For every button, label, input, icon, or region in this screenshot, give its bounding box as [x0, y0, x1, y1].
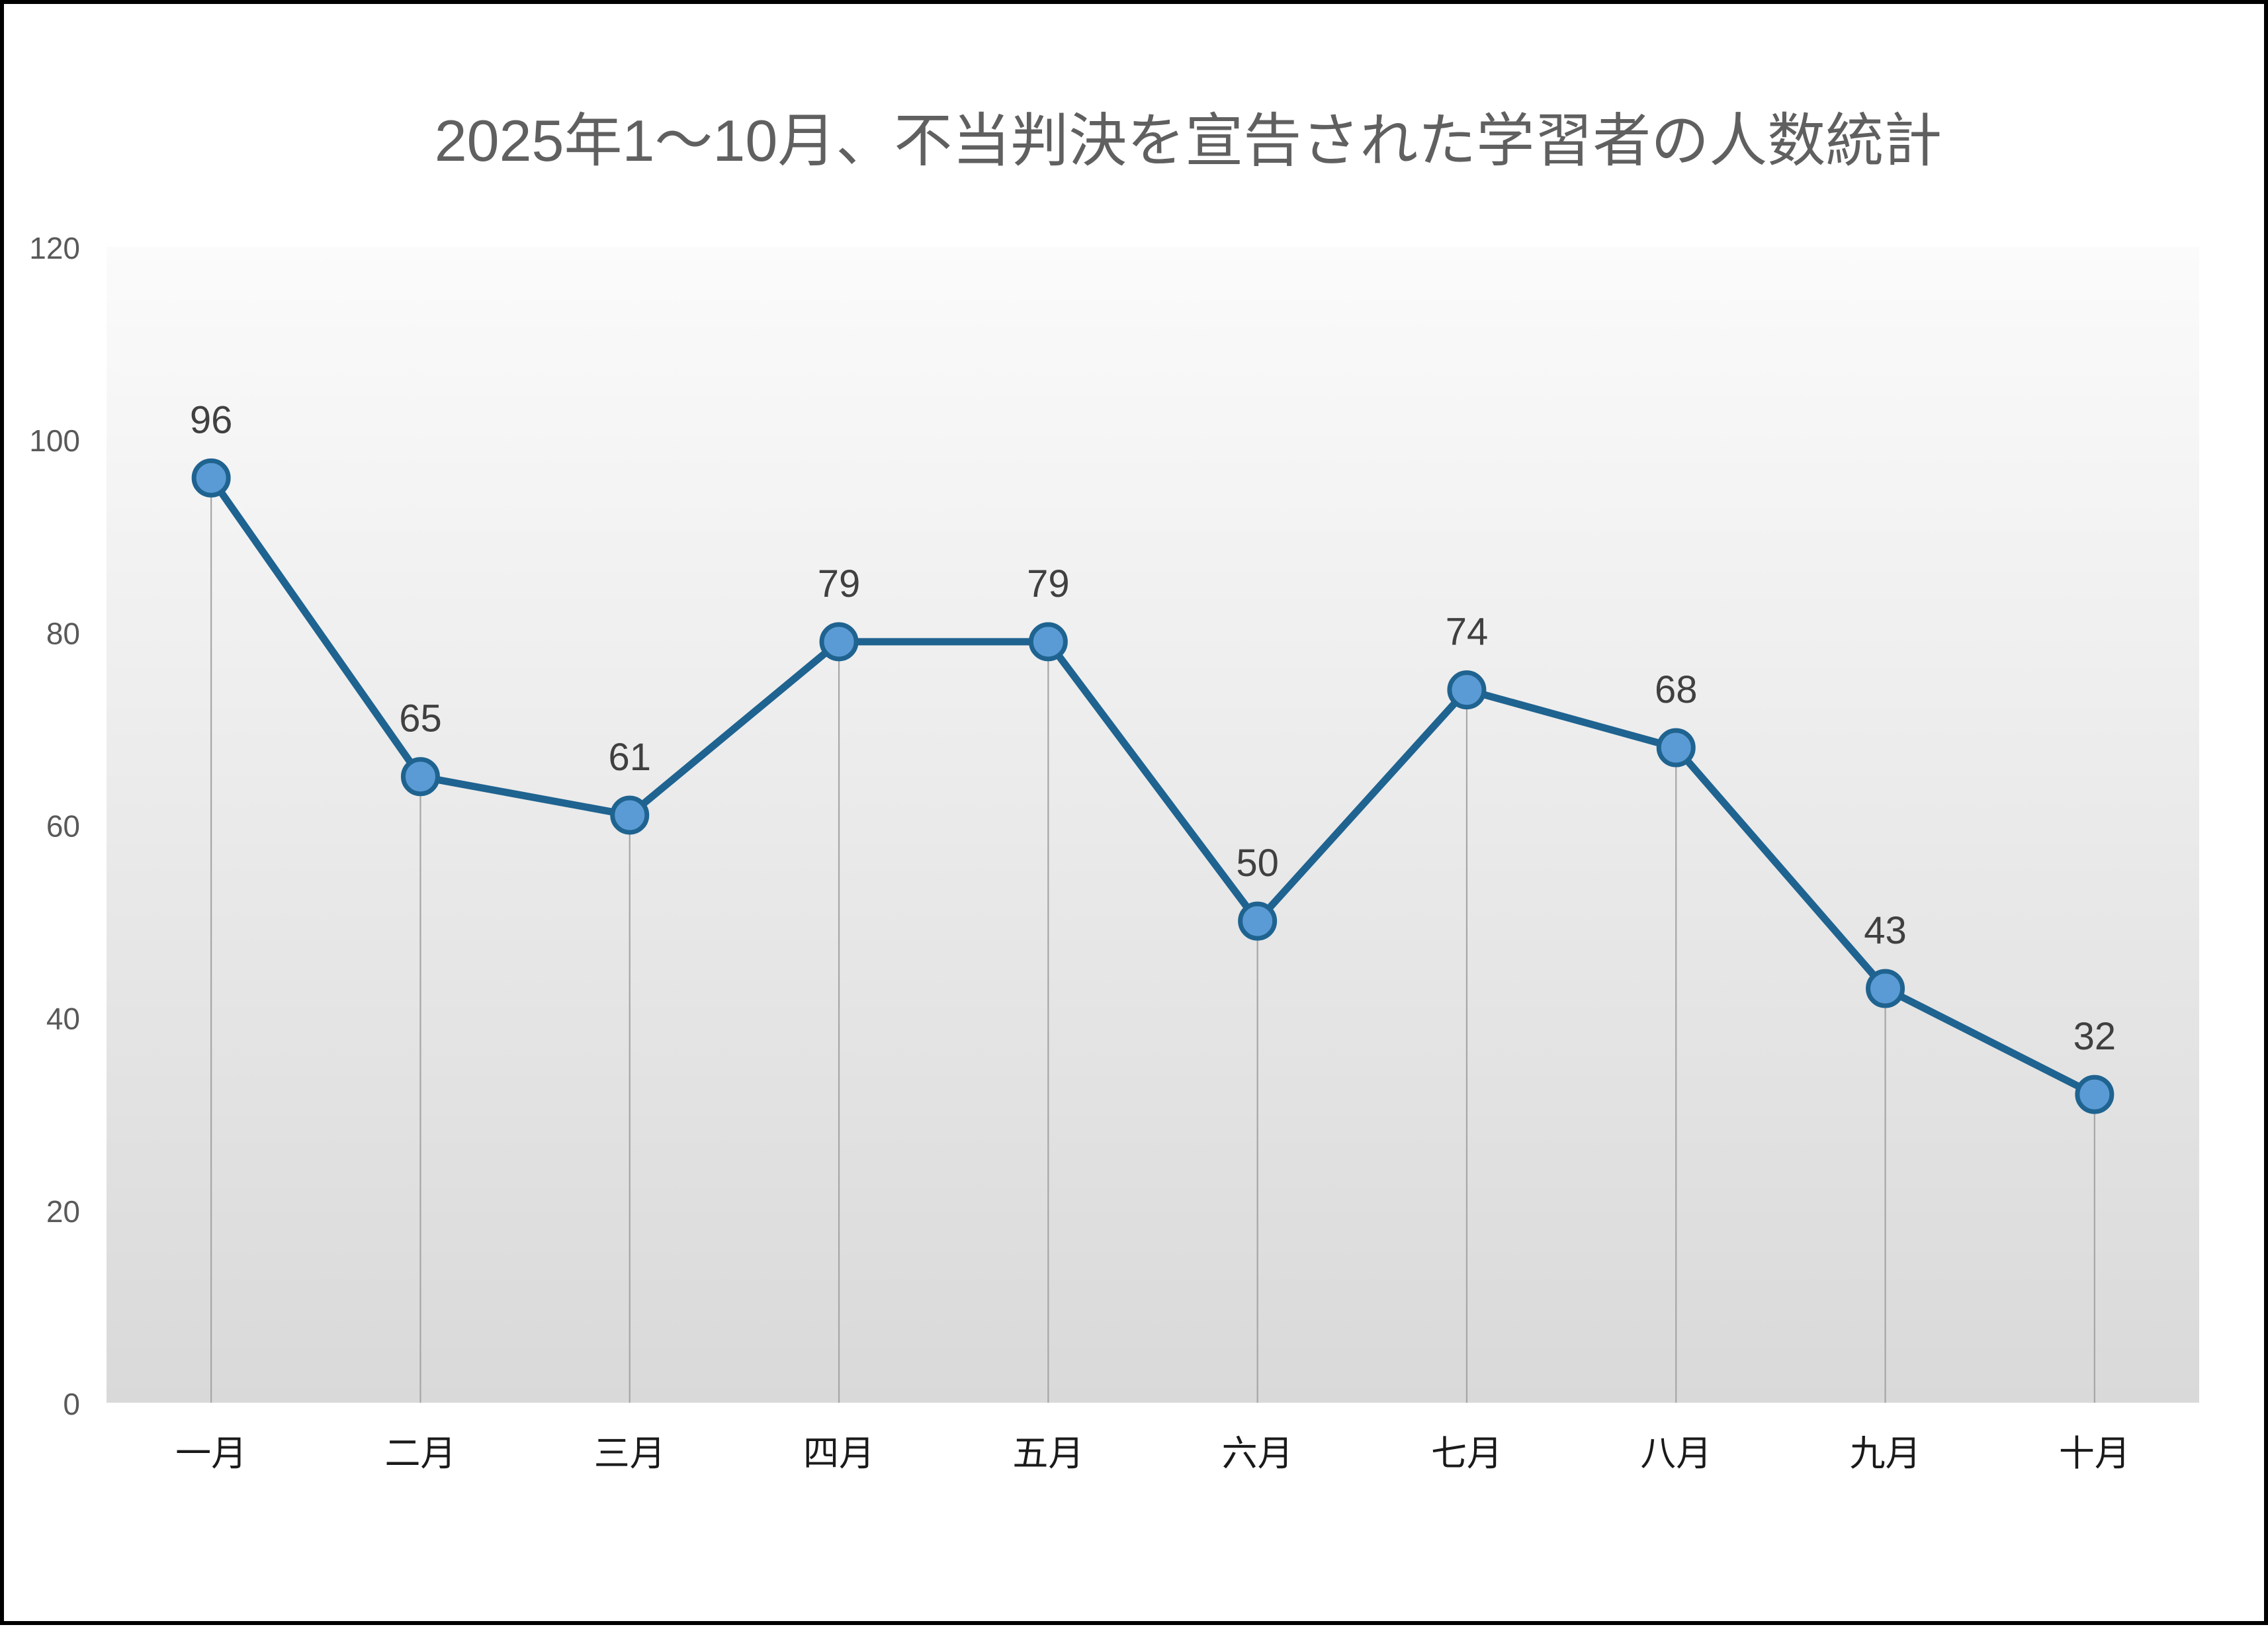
svg-text:五月: 五月	[1012, 1434, 1084, 1474]
svg-text:一月: 一月	[175, 1434, 247, 1474]
svg-text:43: 43	[1864, 909, 1907, 952]
svg-text:68: 68	[1655, 668, 1698, 711]
svg-text:65: 65	[399, 697, 442, 740]
svg-text:三月: 三月	[594, 1434, 666, 1474]
svg-text:十月: 十月	[2059, 1434, 2130, 1474]
svg-text:32: 32	[2073, 1015, 2116, 1058]
svg-text:100: 100	[29, 423, 80, 458]
svg-text:0: 0	[63, 1387, 80, 1421]
svg-text:六月: 六月	[1222, 1434, 1293, 1474]
svg-text:八月: 八月	[1640, 1434, 1712, 1474]
svg-text:74: 74	[1446, 611, 1489, 654]
svg-text:四月: 四月	[803, 1434, 875, 1474]
svg-text:九月: 九月	[1850, 1434, 1921, 1474]
svg-text:80: 80	[46, 616, 80, 650]
svg-text:79: 79	[818, 562, 861, 605]
svg-text:20: 20	[46, 1194, 80, 1229]
svg-text:七月: 七月	[1431, 1434, 1503, 1474]
svg-text:61: 61	[608, 736, 651, 779]
svg-text:50: 50	[1236, 842, 1279, 885]
svg-text:二月: 二月	[384, 1434, 456, 1474]
svg-text:120: 120	[29, 231, 80, 265]
svg-text:79: 79	[1027, 562, 1070, 605]
svg-text:96: 96	[190, 398, 233, 441]
svg-text:40: 40	[46, 1002, 80, 1036]
svg-text:60: 60	[46, 809, 80, 844]
